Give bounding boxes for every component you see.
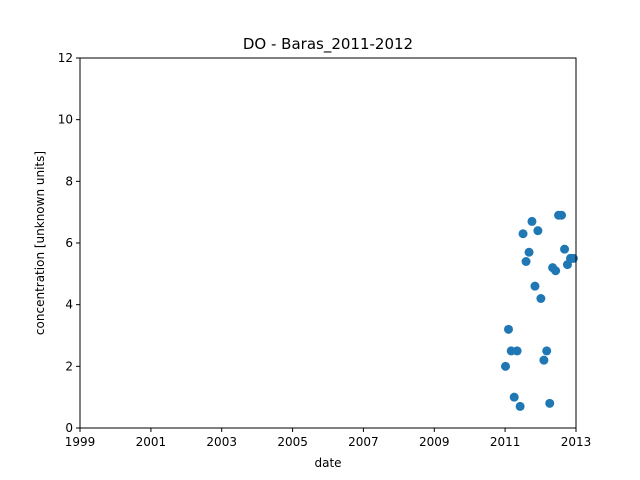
data-point [551,266,561,276]
data-point [509,392,519,402]
data-point [503,324,513,334]
data-point [518,229,528,239]
chart-title: DO - Baras_2011-2012 [243,35,413,54]
y-tick-label: 8 [65,174,73,188]
y-tick-label: 0 [65,421,73,435]
x-tick-label: 1999 [65,435,96,449]
data-points [500,210,578,411]
data-point [500,361,510,371]
y-tick-label: 10 [58,113,73,127]
y-tick-label: 12 [58,51,73,65]
x-tick-label: 2001 [136,435,167,449]
x-tick-label: 2007 [348,435,379,449]
data-point [560,244,570,254]
data-point [524,247,534,257]
y-axis-label: concentration [unknown units] [33,151,47,335]
x-tick-label: 2005 [277,435,308,449]
data-point [568,253,578,263]
y-tick-label: 2 [65,359,73,373]
y-tick-label: 4 [65,298,73,312]
data-point [557,210,567,220]
x-tick-label: 2009 [419,435,450,449]
plot-frame [79,57,577,429]
x-tick-label: 2003 [206,435,237,449]
data-point [533,226,543,236]
data-point [521,257,531,266]
axis-ticks: 1999 2001 2003 2005 2007 2009 2011 2013 0 2 4 6 8 10 1… [58,51,592,449]
y-tick-label: 6 [65,236,73,250]
data-point [527,216,537,226]
x-tick-label: 2013 [561,435,592,449]
data-point [530,281,540,291]
data-point [536,294,546,303]
data-point [539,355,549,365]
data-point [512,346,522,356]
x-tick-label: 2011 [490,435,521,449]
data-point [542,346,552,356]
data-point [545,398,555,408]
data-point [515,401,525,411]
x-axis-label: date [314,456,341,470]
